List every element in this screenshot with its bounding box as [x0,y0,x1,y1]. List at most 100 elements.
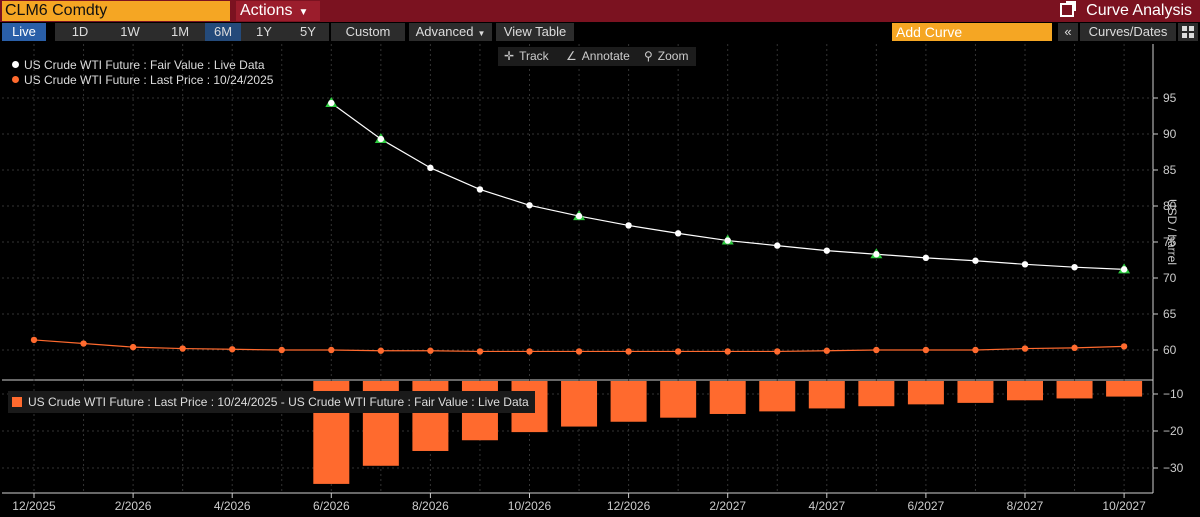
last-price-point [129,343,137,351]
x-tick-label: 2/2027 [709,499,746,513]
spread-bar [561,381,598,427]
track-button[interactable]: ✛ Track [504,47,549,66]
last-price-point [526,348,533,355]
period-button-1y[interactable]: 1Y [241,23,287,41]
fair-value-point [526,202,533,209]
spread-bar [610,381,647,422]
last-price-point [179,345,186,352]
x-tick-label: 12/2025 [12,499,56,513]
y-tick-label: 90 [1163,127,1177,141]
last-price-point [724,348,731,355]
spread-bar [1056,381,1093,399]
fair-value-point [774,242,781,249]
x-tick-label: 8/2027 [1007,499,1044,513]
x-tick-label: 6/2027 [908,499,945,513]
period-button-1d[interactable]: 1D [55,23,105,41]
last-price-point [278,346,285,354]
spread-bar [1106,381,1143,397]
magnifier-icon: ⚲ [644,49,653,63]
chevron-down-icon: ▼ [298,7,309,18]
last-price-point [229,346,236,353]
last-price-point [922,346,930,354]
external-link-icon [1060,1,1077,17]
spread-bar [808,381,845,409]
x-tick-label: 8/2026 [412,499,449,513]
curve-analysis-title: Curve Analysis [1086,2,1192,19]
y-tick-label-bottom: −10 [1163,387,1184,401]
period-button-custom[interactable]: Custom [331,23,405,41]
curves-dates-button[interactable]: Curves/Dates [1080,23,1176,41]
legend-dot-orange [12,76,19,83]
annotate-button[interactable]: ∠ Annotate [566,47,630,66]
x-tick-label: 10/2026 [508,499,552,513]
last-price-point [80,340,87,347]
y-tick-label-bottom: −30 [1163,461,1184,475]
y-tick-label: 85 [1163,163,1177,177]
legend-square-orange [12,397,22,407]
period-button-5y[interactable]: 5Y [287,23,329,41]
last-price-point [823,347,830,354]
y-tick-label: 60 [1163,343,1177,357]
last-price-point [30,336,38,344]
fair-value-point [476,186,484,193]
legend-dot-white [12,61,19,68]
spread-bar [957,381,994,403]
fair-value-point [972,257,979,264]
x-tick-label: 12/2026 [607,499,651,513]
legend-fair-value-label: US Crude WTI Future : Fair Value : Live … [24,58,265,72]
x-tick-label: 2/2026 [115,499,152,513]
period-button-1m[interactable]: 1M [155,23,205,41]
toolbar: Live 1D 1W 1M 6M 1Y 5Y Custom Advanced ▼ … [0,22,1200,42]
view-table-button[interactable]: View Table [496,23,574,41]
x-tick-label: 10/2027 [1102,499,1146,513]
last-price-point [972,346,979,354]
fair-value-point [377,135,385,143]
fair-value-point [1120,266,1128,273]
spread-bar [759,381,796,412]
legend-last-price: US Crude WTI Future : Last Price : 10/24… [12,73,273,87]
grid-icon[interactable] [1178,23,1198,41]
y-axis-label: USD / barrel [1165,199,1179,265]
legend-fair-value: US Crude WTI Future : Fair Value : Live … [12,58,265,72]
last-price-point [1071,344,1078,352]
y-tick-label: 65 [1163,307,1177,321]
last-price-point [674,348,682,355]
y-tick-label: 70 [1163,271,1177,285]
x-tick-label: 6/2026 [313,499,350,513]
advanced-label: Advanced [415,24,474,39]
curve-analysis-link[interactable]: Curve Analysis [1060,1,1192,21]
fair-value-point [1071,264,1078,271]
fair-value-point [674,230,682,237]
period-button-1w[interactable]: 1W [105,23,155,41]
spread-bar [907,381,944,405]
fair-value-point [724,237,731,244]
spread-bar [660,381,697,418]
add-curve-input[interactable]: Add Curve [892,23,1052,41]
track-label: Track [519,49,549,63]
ticker-field[interactable]: CLM6 Comdty [2,1,230,21]
period-button-6m[interactable]: 6M [205,23,241,41]
last-price-point [625,348,632,355]
plot-tools-bar: ✛ Track ∠ Annotate ⚲ Zoom [498,47,696,66]
period-button-live[interactable]: Live [2,23,46,41]
y-tick-label-bottom: −20 [1163,424,1184,438]
last-price-point [774,348,781,355]
zoom-label: Zoom [657,49,689,63]
last-price-point [476,348,484,355]
zoom-button[interactable]: ⚲ Zoom [644,47,688,66]
fair-value-point [1021,261,1029,268]
collapse-button[interactable]: « [1058,23,1078,41]
x-tick-label: 4/2027 [808,499,845,513]
spread-bar [1007,381,1043,401]
chevron-down-icon: ▼ [477,29,486,38]
legend-last-price-label: US Crude WTI Future : Last Price : 10/24… [24,73,274,87]
fair-value-point [922,254,930,262]
last-price-point [427,347,434,354]
y-tick-label: 95 [1163,91,1177,105]
fair-value-point [625,222,632,229]
spread-bar [858,381,895,407]
actions-menu[interactable]: Actions ▼ [236,1,320,21]
legend-spread-label: US Crude WTI Future : Last Price : 10/24… [28,395,529,409]
advanced-menu[interactable]: Advanced ▼ [409,23,492,41]
fair-value-point [427,164,434,172]
